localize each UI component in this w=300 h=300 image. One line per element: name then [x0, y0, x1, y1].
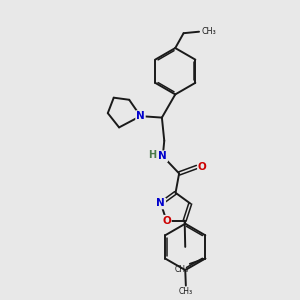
Text: CH₃: CH₃ [174, 265, 188, 274]
Text: H: H [148, 150, 156, 160]
Text: O: O [198, 162, 207, 172]
Text: CH₃: CH₃ [179, 287, 193, 296]
Text: N: N [136, 111, 145, 121]
Text: CH₃: CH₃ [201, 27, 216, 36]
Text: O: O [162, 216, 171, 226]
Text: N: N [158, 151, 167, 161]
Text: N: N [157, 199, 165, 208]
